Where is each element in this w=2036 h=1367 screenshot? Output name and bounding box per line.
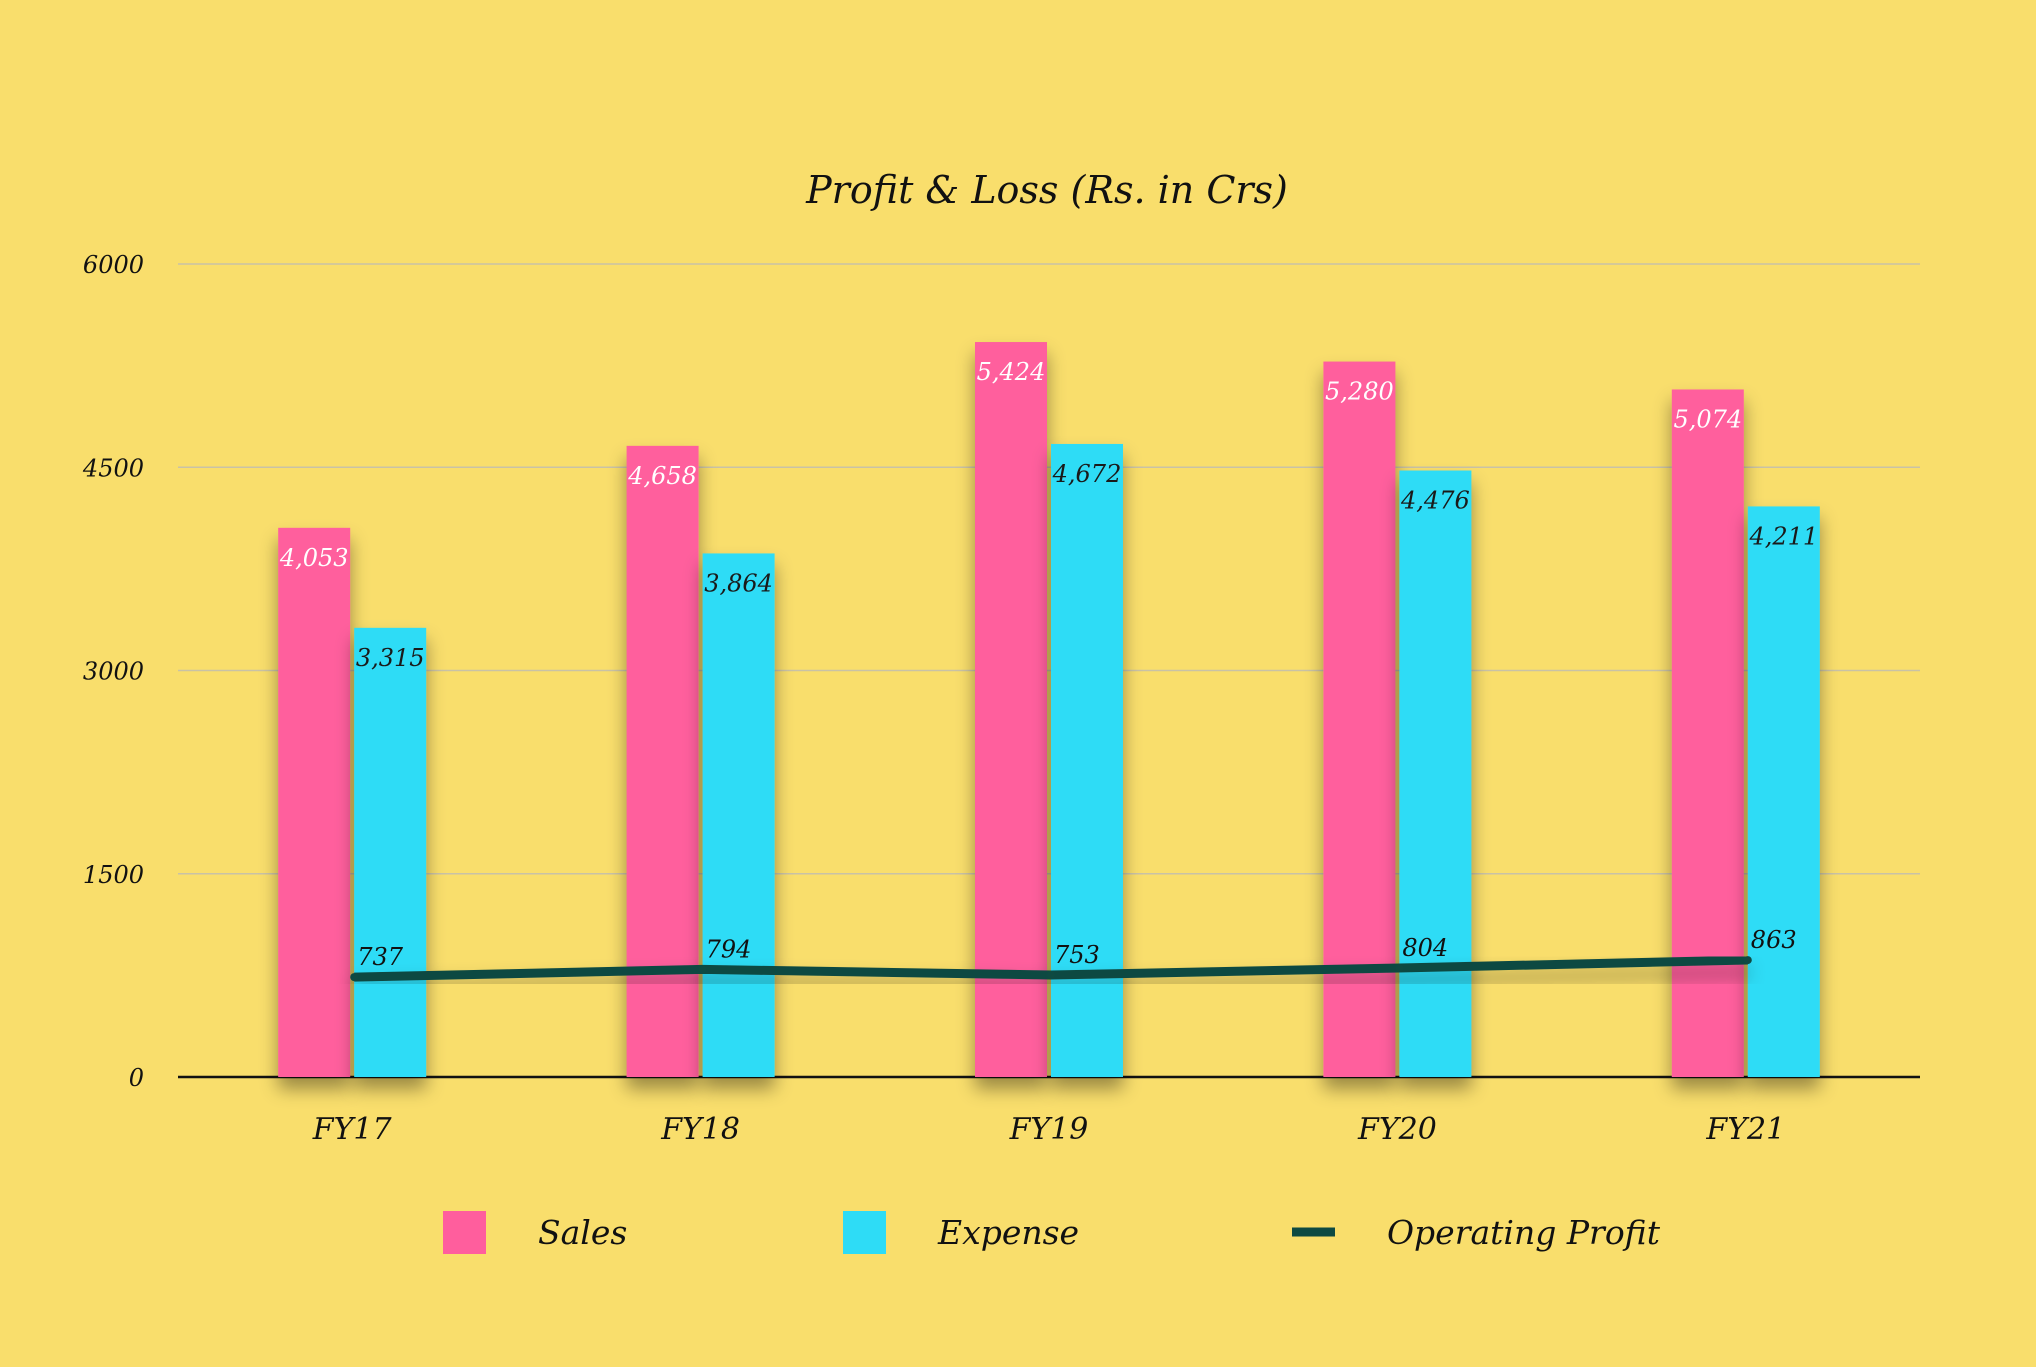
legend-swatch — [843, 1211, 886, 1254]
data-label-expense: 3,315 — [356, 644, 425, 672]
bar-expense-fy17 — [354, 627, 427, 1077]
bar-sales-fy20 — [1323, 361, 1396, 1077]
data-label-sales: 4,053 — [279, 544, 349, 572]
data-label-sales: 5,424 — [977, 358, 1046, 386]
legend-label: Expense — [937, 1213, 1079, 1252]
data-label-sales: 5,074 — [1673, 405, 1742, 433]
legend-swatch — [443, 1211, 486, 1254]
chart-title: Profit & Loss (Rs. in Crs) — [805, 168, 1288, 212]
data-label-expense: 4,672 — [1052, 460, 1122, 488]
x-tick-label: FY18 — [660, 1112, 740, 1147]
data-label-expense: 4,476 — [1400, 487, 1470, 515]
legend: Sales Expense Operating Profit — [443, 1211, 1661, 1254]
x-tick-label: FY20 — [1357, 1112, 1437, 1147]
data-label-operating-profit: 753 — [1054, 941, 1100, 969]
data-label-operating-profit: 737 — [357, 943, 404, 971]
legend-item-expense: Expense — [843, 1211, 1079, 1254]
y-tick-label: 6000 — [83, 251, 144, 279]
grid-layer: 0 1500 3000 4500 6000 FY17 FY18 FY19 FY20 FY21 — [82, 251, 1920, 1147]
x-tick-label: FY21 — [1705, 1112, 1785, 1147]
y-tick-label: 4500 — [82, 454, 144, 482]
bar-expense-fy21 — [1747, 506, 1820, 1077]
data-label-operating-profit: 804 — [1402, 934, 1448, 962]
line-point — [1047, 970, 1055, 979]
y-tick-label: 1500 — [83, 861, 144, 889]
y-tick-label: 0 — [129, 1064, 144, 1092]
bar-layer — [278, 342, 1820, 1078]
data-label-layer: 4,053 4,658 5,424 5,280 5,074 3,315 3,864 4,672… — [279, 358, 1818, 971]
legend-item-operating-profit: Operating Profit — [1292, 1213, 1661, 1252]
y-tick-label: 3000 — [83, 658, 144, 686]
data-label-sales: 5,280 — [1325, 378, 1394, 406]
bar-expense-fy20 — [1399, 470, 1472, 1077]
line-point — [350, 973, 359, 982]
legend-label: Operating Profit — [1387, 1213, 1661, 1252]
line-point — [698, 965, 707, 974]
data-label-operating-profit: 794 — [706, 935, 752, 963]
line-point — [1395, 964, 1404, 973]
bar-sales-fy21 — [1671, 389, 1744, 1077]
bar-sales-fy17 — [278, 527, 351, 1077]
bar-expense-fy18 — [702, 553, 775, 1077]
data-label-sales: 4,658 — [627, 462, 697, 490]
x-tick-label: FY19 — [1009, 1112, 1089, 1147]
line-layer — [350, 955, 1752, 982]
data-label-expense: 4,211 — [1748, 522, 1818, 550]
bar-sales-fy19 — [975, 342, 1047, 1078]
data-label-operating-profit: 863 — [1751, 926, 1797, 954]
data-label-expense: 3,864 — [704, 569, 773, 597]
line-point — [1743, 956, 1752, 965]
bar-expense-fy19 — [1051, 443, 1123, 1078]
legend-item-sales: Sales — [443, 1211, 627, 1254]
legend-label: Sales — [538, 1213, 627, 1252]
bar-sales-fy18 — [626, 445, 699, 1077]
x-tick-label: FY17 — [312, 1112, 393, 1147]
